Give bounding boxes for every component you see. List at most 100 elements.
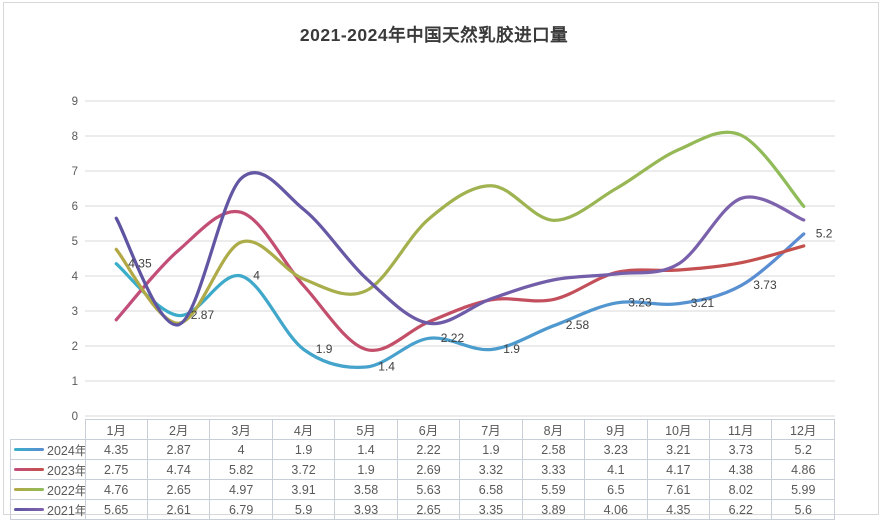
value-cell: 3.58 <box>334 479 398 500</box>
value-cell: 7.61 <box>646 479 711 500</box>
value-cell: 2.65 <box>396 499 461 520</box>
value-cell: 5.9 <box>271 499 336 520</box>
y-axis-tick: 1 <box>72 376 78 388</box>
legend-cell: 2023年 <box>10 459 86 480</box>
month-header: 8月 <box>521 419 586 440</box>
chart-title: 2021-2024年中国天然乳胶进口量 <box>299 25 569 45</box>
value-cell: 4.86 <box>771 459 835 480</box>
value-cell: 4.06 <box>584 499 648 520</box>
y-axis-tick: 9 <box>72 96 78 108</box>
value-cell: 1.4 <box>334 439 398 460</box>
value-cell: 1.9 <box>271 439 336 460</box>
value-cell: 2.22 <box>396 439 461 460</box>
table-row: 2023年 2.75 4.74 5.82 3.72 1.9 2.69 3.32 3.33 4.1 4… <box>10 459 835 480</box>
value-cell: 4.1 <box>584 459 648 480</box>
value-cell: 2.61 <box>146 499 211 520</box>
data-label: 4 <box>253 269 260 283</box>
value-cell: 5.2 <box>771 439 835 460</box>
data-label: 1.4 <box>378 360 395 374</box>
data-label: 5.2 <box>816 227 833 241</box>
month-header: 3月 <box>209 419 273 440</box>
value-cell: 3.21 <box>646 439 711 460</box>
value-cell: 6.22 <box>709 499 773 520</box>
legend-swatch-icon <box>14 467 44 472</box>
data-label: 2.87 <box>191 308 215 322</box>
data-label: 2.22 <box>441 331 465 345</box>
value-cell: 4.35 <box>84 439 148 460</box>
value-cell: 4.17 <box>646 459 711 480</box>
table-corner-cell <box>11 420 86 440</box>
y-axis-tick: 2 <box>72 341 78 353</box>
value-cell: 2.58 <box>521 439 586 460</box>
value-cell: 4.74 <box>146 459 211 480</box>
month-header: 11月 <box>709 419 773 440</box>
value-cell: 3.35 <box>459 499 523 520</box>
legend-cell: 2022年 <box>10 479 86 500</box>
data-label: 2.58 <box>566 318 590 332</box>
series-line-2024年 <box>114 232 806 370</box>
value-cell: 6.79 <box>209 499 273 520</box>
data-label: 3.21 <box>691 296 715 310</box>
value-cell: 4 <box>209 439 273 460</box>
table-header-row: 1月 2月 3月 4月 5月 6月 7月 8月 9月 10月 11月 12月 <box>11 419 835 440</box>
series-name-label: 2022年 <box>47 484 85 498</box>
value-cell: 1.9 <box>459 439 523 460</box>
data-table: 1月 2月 3月 4月 5月 6月 7月 8月 9月 10月 11月 12月 2024年 4.35 2.87… <box>10 419 835 520</box>
series-name-label: 2023年 <box>47 464 85 478</box>
series-name-label: 2024年 <box>47 444 85 458</box>
legend-cell: 2021年 <box>10 499 86 520</box>
table-row: 2021年 5.65 2.61 6.79 5.9 3.93 2.65 3.35 3.89 4.06… <box>10 499 835 520</box>
y-axis-tick: 5 <box>72 236 78 248</box>
data-label: 3.73 <box>753 278 777 292</box>
legend-cell: 2024年 <box>10 439 86 460</box>
value-cell: 5.99 <box>771 479 835 500</box>
value-cell: 3.32 <box>459 459 523 480</box>
table-row: 2024年 4.35 2.87 4 1.9 1.4 2.22 1.9 2.58 3.23 3.21 3… <box>10 439 835 460</box>
month-header: 6月 <box>396 419 461 440</box>
value-cell: 1.9 <box>334 459 398 480</box>
month-header: 12月 <box>771 419 835 440</box>
value-cell: 2.69 <box>396 459 461 480</box>
y-axis-tick: 7 <box>72 166 78 178</box>
value-cell: 5.65 <box>84 499 148 520</box>
legend-swatch-icon <box>14 507 44 512</box>
series-line-2021年 <box>114 171 806 327</box>
value-cell: 3.89 <box>521 499 586 520</box>
month-header: 7月 <box>459 419 523 440</box>
legend-swatch-icon <box>14 447 44 452</box>
y-axis-tick: 4 <box>72 271 79 283</box>
value-cell: 3.72 <box>271 459 336 480</box>
month-header: 10月 <box>646 419 711 440</box>
y-axis-tick: 8 <box>72 131 78 143</box>
month-header: 5月 <box>334 419 398 440</box>
data-label: 1.9 <box>316 342 333 356</box>
data-label: 1.9 <box>503 342 520 356</box>
value-cell: 4.35 <box>646 499 711 520</box>
month-header: 4月 <box>271 419 336 440</box>
value-cell: 6.58 <box>459 479 523 500</box>
y-axis-tick: 6 <box>72 201 78 213</box>
value-cell: 2.65 <box>146 479 211 500</box>
value-cell: 5.6 <box>771 499 835 520</box>
series-line-2022年 <box>114 130 806 325</box>
value-cell: 3.33 <box>521 459 586 480</box>
value-cell: 3.91 <box>271 479 336 500</box>
value-cell: 6.5 <box>584 479 648 500</box>
value-cell: 2.87 <box>146 439 211 460</box>
table-row: 2022年 4.76 2.65 4.97 3.91 3.58 5.63 6.58 5.59 6.5… <box>10 479 835 500</box>
series-line-2023年 <box>114 209 806 353</box>
month-header: 1月 <box>84 419 148 440</box>
y-axis-tick: 3 <box>72 306 78 318</box>
value-cell: 4.97 <box>209 479 273 500</box>
data-label: 3.23 <box>628 295 652 309</box>
data-label: 4.35 <box>128 256 152 270</box>
legend-swatch-icon <box>14 487 44 492</box>
value-cell: 2.75 <box>84 459 148 480</box>
value-cell: 5.82 <box>209 459 273 480</box>
value-cell: 3.23 <box>584 439 648 460</box>
value-cell: 5.59 <box>521 479 586 500</box>
y-axis-tick: 0 <box>72 411 78 423</box>
value-cell: 4.76 <box>84 479 148 500</box>
